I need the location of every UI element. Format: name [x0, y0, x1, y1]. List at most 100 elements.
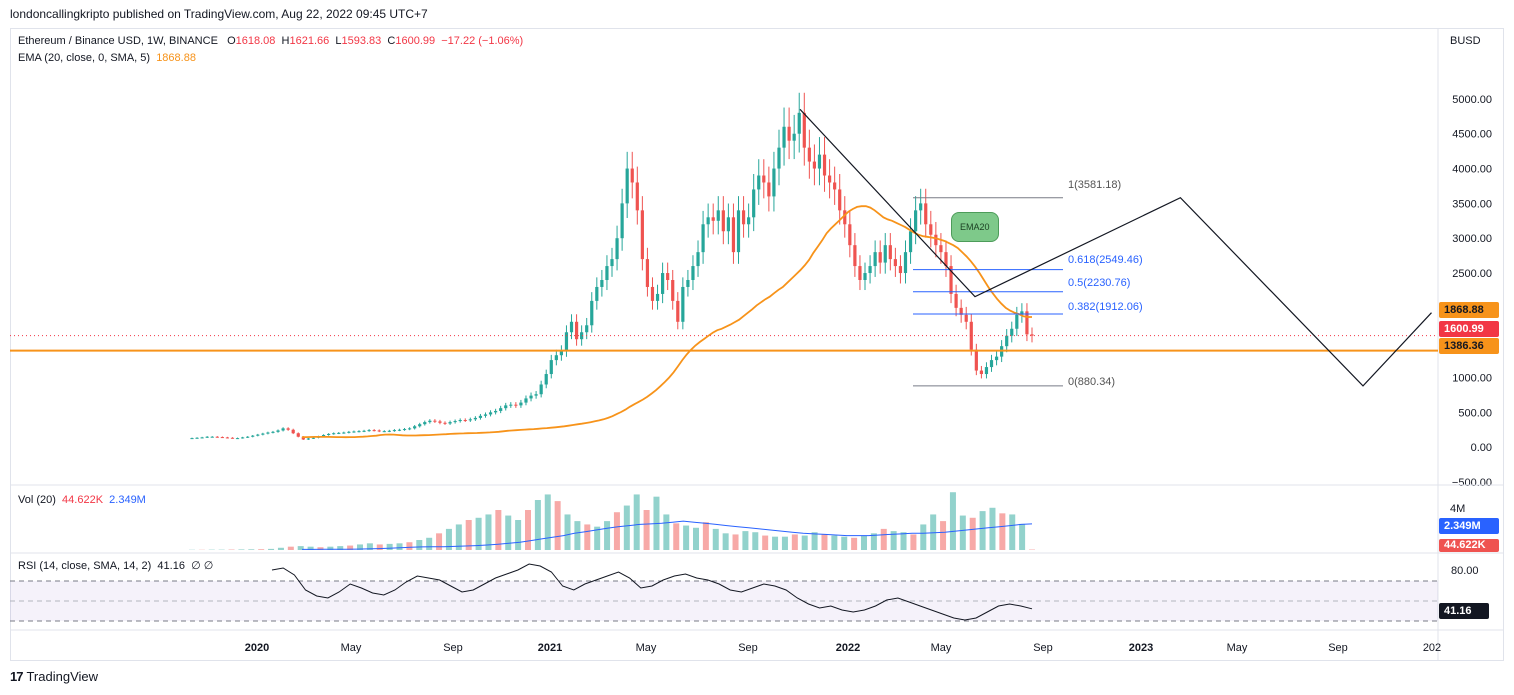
candle-body: [797, 112, 801, 134]
candle-body: [762, 175, 766, 183]
symbol-title[interactable]: Ethereum / Binance USD, 1W, BINANCE: [18, 35, 218, 47]
zigzag-drawing: [799, 108, 1432, 387]
volume-bar: [801, 535, 808, 550]
candle-body: [483, 414, 488, 416]
candle-body: [256, 434, 260, 436]
candle-body: [190, 438, 194, 440]
horizontal-level: [10, 335, 1438, 352]
candle-body: [397, 429, 402, 431]
volume-bar: [485, 514, 492, 550]
volume-bar: [722, 533, 729, 550]
candle-body: [266, 432, 270, 434]
volume-bar: [900, 532, 907, 550]
candle-body: [433, 420, 437, 422]
volume-bar: [376, 544, 383, 550]
candle-body: [944, 252, 948, 267]
candle-body: [195, 437, 199, 439]
candle-body: [1015, 314, 1019, 329]
volume-bar: [633, 494, 640, 550]
volume-bar: [861, 535, 867, 550]
candle-body: [392, 430, 397, 432]
ema-legend-label: EMA (20, close, 0, SMA, 5): [18, 52, 151, 64]
volume-bar: [752, 532, 759, 550]
candle-body: [853, 245, 857, 267]
volume-bar: [702, 522, 709, 550]
candle-body: [661, 273, 665, 294]
candle-body: [655, 293, 660, 301]
fib-label-618: 0.618(2549.46): [1068, 254, 1143, 266]
candle-body: [620, 203, 624, 239]
candle-body: [969, 321, 973, 350]
close-value: 1600.99: [395, 35, 436, 47]
volume-bar: [870, 533, 877, 550]
candle-body: [524, 398, 528, 403]
candle-body: [509, 404, 513, 406]
candle-body: [949, 266, 953, 294]
candle-body: [772, 168, 776, 197]
volume-bar: [396, 543, 403, 550]
candle-body: [1020, 311, 1024, 315]
candle-body: [564, 332, 569, 352]
candle-body: [574, 321, 579, 340]
candle-body: [711, 217, 715, 221]
ema-legend[interactable]: EMA (20, close, 0, SMA, 5) 1868.88: [18, 52, 196, 64]
candle-body: [883, 245, 887, 263]
candle-body: [362, 430, 366, 432]
candle-body: [817, 154, 822, 169]
candle-body: [246, 436, 250, 438]
candle-body: [549, 360, 553, 375]
candle-body: [721, 210, 725, 232]
candle-body: [590, 300, 594, 326]
candle-body: [676, 300, 680, 322]
footer-brand[interactable]: TradingView: [26, 669, 99, 684]
volume-bar: [930, 514, 937, 550]
candle-body: [387, 430, 391, 432]
ema-path: [302, 205, 1032, 439]
candle-body: [716, 210, 720, 221]
volume-bar: [416, 540, 423, 550]
candle-body: [954, 293, 958, 308]
price-tick: 1000.00: [1452, 373, 1492, 385]
candle-body: [1010, 328, 1014, 336]
volume-bar: [623, 505, 630, 550]
time-tick: Sep: [1033, 642, 1053, 654]
volume-bar: [821, 534, 828, 550]
candle-body: [706, 217, 710, 225]
candle-body: [802, 112, 806, 148]
rsi-legend[interactable]: RSI (14, close, SMA, 14, 2) 41.16 ∅ ∅: [18, 560, 214, 572]
candle-body: [908, 231, 913, 253]
rsi-value-badge: 41.16: [1439, 603, 1489, 619]
candle-body: [241, 437, 245, 439]
time-tick: 2023: [1129, 642, 1153, 654]
candle-body: [499, 408, 503, 411]
volume-bar: [762, 535, 769, 550]
candle-body: [605, 266, 609, 280]
candle-body: [296, 433, 300, 437]
candle-body: [423, 422, 427, 425]
candle-body: [585, 325, 589, 333]
candle-body: [220, 437, 224, 439]
ema20-callout[interactable]: EMA20: [951, 212, 999, 242]
volume-bar: [357, 544, 363, 550]
volume-bar: [307, 546, 314, 550]
candle-body: [934, 234, 938, 246]
candle-body: [580, 332, 584, 340]
candle-body: [701, 224, 705, 253]
price-tick: 3000.00: [1452, 233, 1492, 245]
candle-body: [924, 203, 928, 225]
candle-body: [453, 421, 457, 423]
last-price-badge: 1600.99: [1439, 321, 1499, 337]
candle-body: [848, 224, 852, 246]
volume-bar: [683, 525, 690, 550]
candle-body: [230, 437, 235, 439]
price-tick: 3500.00: [1452, 198, 1492, 210]
volume-legend[interactable]: Vol (20) 44.622K 2.349M: [18, 494, 146, 506]
candle-body: [807, 147, 811, 162]
candle-body: [352, 431, 356, 433]
volume-bar: [248, 549, 255, 550]
candle-body: [635, 182, 639, 211]
volume-bar: [1019, 523, 1026, 550]
candle-body: [210, 436, 214, 438]
volume-bar: [455, 524, 462, 550]
